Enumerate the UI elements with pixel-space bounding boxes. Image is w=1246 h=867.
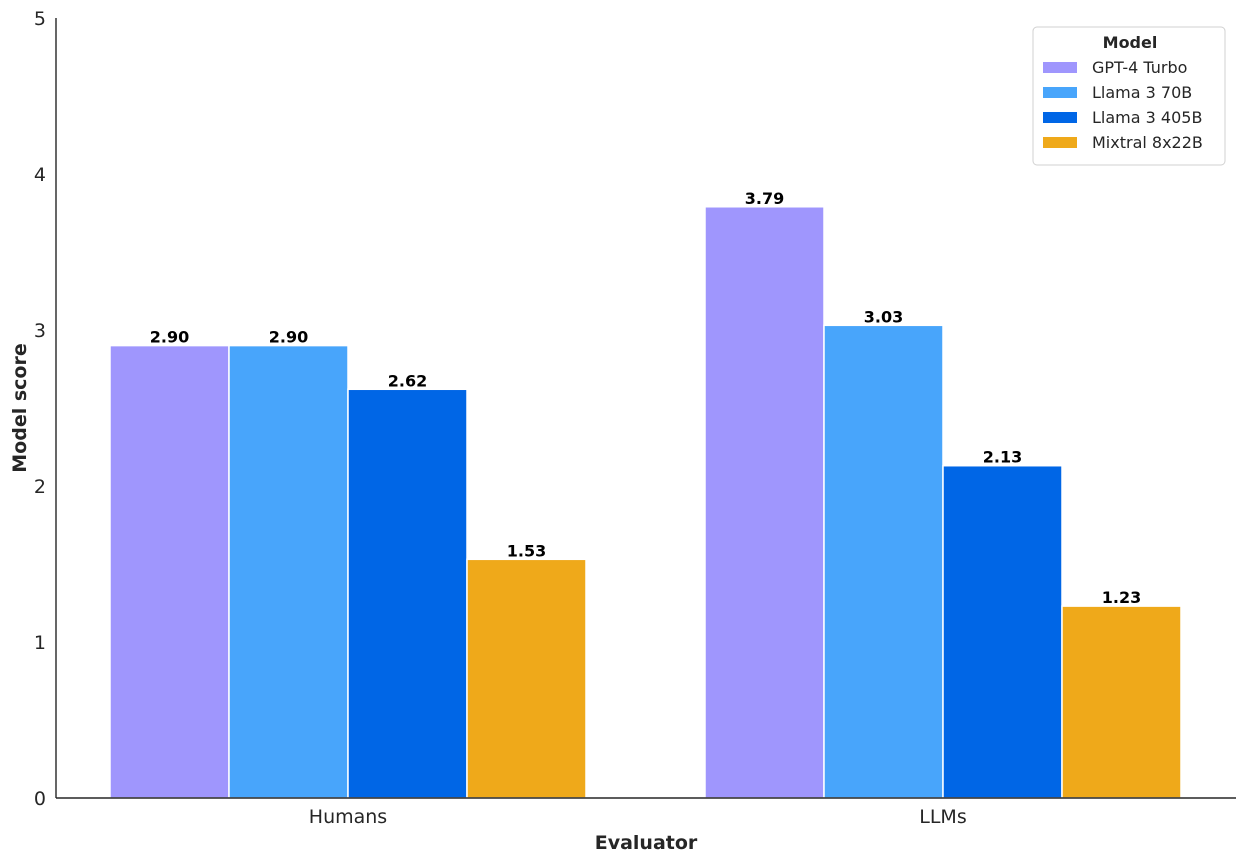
legend-swatch (1043, 112, 1077, 123)
legend-items: GPT-4 Turbo Llama 3 70B Llama 3 405B Mixtra… (1043, 58, 1203, 152)
bar-humans-llama-3-405b (347, 388, 468, 799)
y-tick-label: 0 (34, 788, 46, 810)
legend-swatch (1043, 137, 1077, 148)
bar-value-label: 2.62 (388, 371, 427, 390)
legend-title: Model (1103, 33, 1158, 52)
legend-frame (1032, 26, 1226, 166)
y-tick-label: 5 (34, 8, 46, 30)
legend-label: GPT-4 Turbo (1092, 58, 1187, 77)
y-tick-label: 1 (34, 632, 46, 654)
legend: Model GPT-4 Turbo Llama 3 70B Llama 3 405B… (1032, 26, 1226, 166)
bar-llms-mixtral-8x22b (1061, 605, 1182, 799)
bar-humans-gpt-4-turbo (109, 344, 230, 799)
bars (109, 206, 1182, 799)
y-tick-label: 3 (34, 320, 46, 342)
bar-labels: 2.90 2.90 2.62 1.53 3.79 3.03 2.13 1.23 (150, 189, 1141, 607)
bar-value-label: 1.53 (507, 541, 546, 560)
bar-value-label: 2.90 (150, 328, 189, 347)
bar-value-label: 2.90 (269, 328, 308, 347)
legend-entry: GPT-4 Turbo (1043, 58, 1187, 77)
x-tick-labels: Humans LLMs (309, 806, 967, 828)
bar-humans-mixtral-8x22b (466, 558, 587, 799)
x-axis-title: Evaluator (595, 832, 698, 854)
legend-label: Mixtral 8x22B (1092, 133, 1203, 152)
bar-value-label: 1.23 (1102, 588, 1141, 607)
x-tick-label: LLMs (919, 806, 966, 828)
x-tick-label: Humans (309, 806, 387, 828)
bar-value-label: 2.13 (983, 448, 1022, 467)
legend-swatch (1043, 87, 1077, 98)
legend-entry: Llama 3 405B (1043, 108, 1202, 127)
bar-value-label: 3.03 (864, 307, 903, 326)
bar-llms-llama-3-70b (823, 324, 944, 799)
legend-label: Llama 3 70B (1092, 83, 1192, 102)
legend-swatch (1043, 62, 1077, 73)
y-axis-title: Model score (9, 343, 31, 472)
legend-entry: Mixtral 8x22B (1043, 133, 1203, 152)
legend-label: Llama 3 405B (1092, 108, 1202, 127)
bar-value-label: 3.79 (745, 189, 784, 208)
bar-llms-gpt-4-turbo (704, 206, 825, 799)
y-tick-label: 2 (34, 476, 46, 498)
bar-llms-llama-3-405b (942, 464, 1063, 799)
legend-entry: Llama 3 70B (1043, 83, 1192, 102)
y-tick-label: 4 (34, 164, 46, 186)
y-tick-labels: 0 1 2 3 4 5 (34, 8, 46, 810)
bar-humans-llama-3-70b (228, 344, 349, 799)
